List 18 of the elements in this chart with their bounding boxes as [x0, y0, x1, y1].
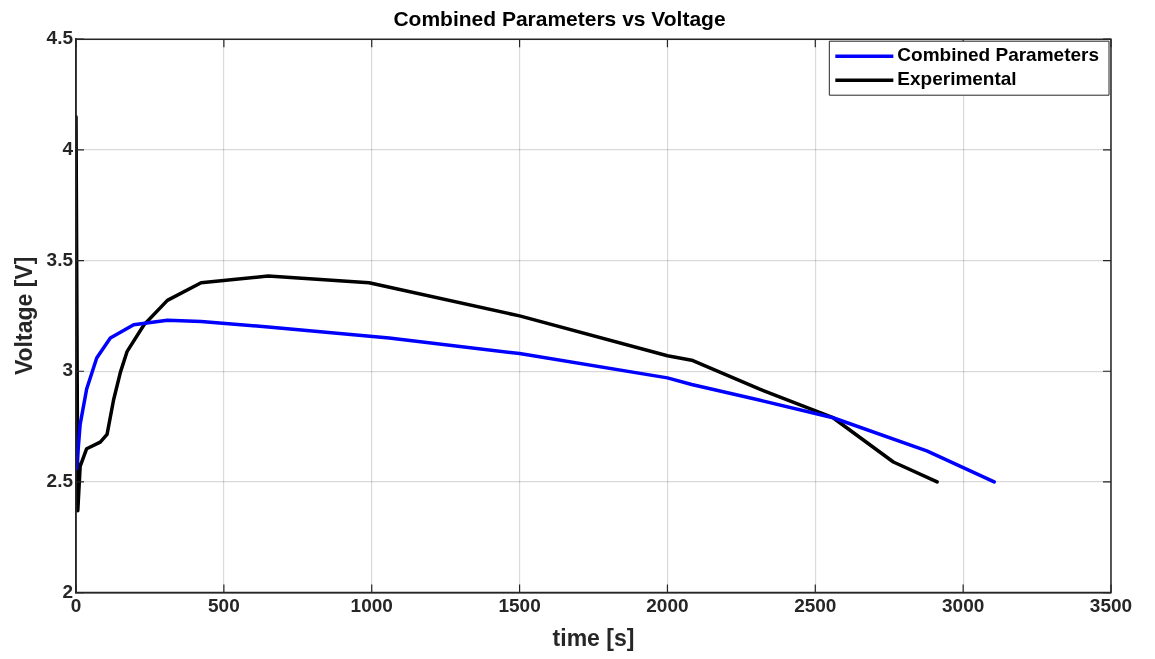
y-tick-label: 2.5 [46, 470, 74, 492]
x-tick-label: 2000 [646, 595, 689, 617]
legend-label: Combined Parameters [897, 44, 1100, 66]
y-tick-label: 3 [62, 359, 74, 381]
y-axis-title: Voltage [V] [11, 256, 38, 376]
y-tick-label: 4.5 [46, 27, 74, 49]
x-axis-title: time [s] [552, 624, 635, 651]
x-tick-label: 500 [208, 595, 240, 617]
x-tick-label: 1000 [350, 595, 393, 617]
x-tick-label: 1500 [498, 595, 541, 617]
chart-title: Combined Parameters vs Voltage [393, 7, 726, 31]
x-tick-label: 2500 [794, 595, 837, 617]
x-tick-label: 3500 [1089, 595, 1133, 617]
y-tick-label: 4 [62, 138, 74, 160]
y-tick-label: 3.5 [46, 248, 74, 270]
x-tick-label: 3000 [942, 595, 985, 617]
legend-label: Experimental [897, 68, 1017, 90]
x-tick-label: 0 [70, 595, 82, 617]
